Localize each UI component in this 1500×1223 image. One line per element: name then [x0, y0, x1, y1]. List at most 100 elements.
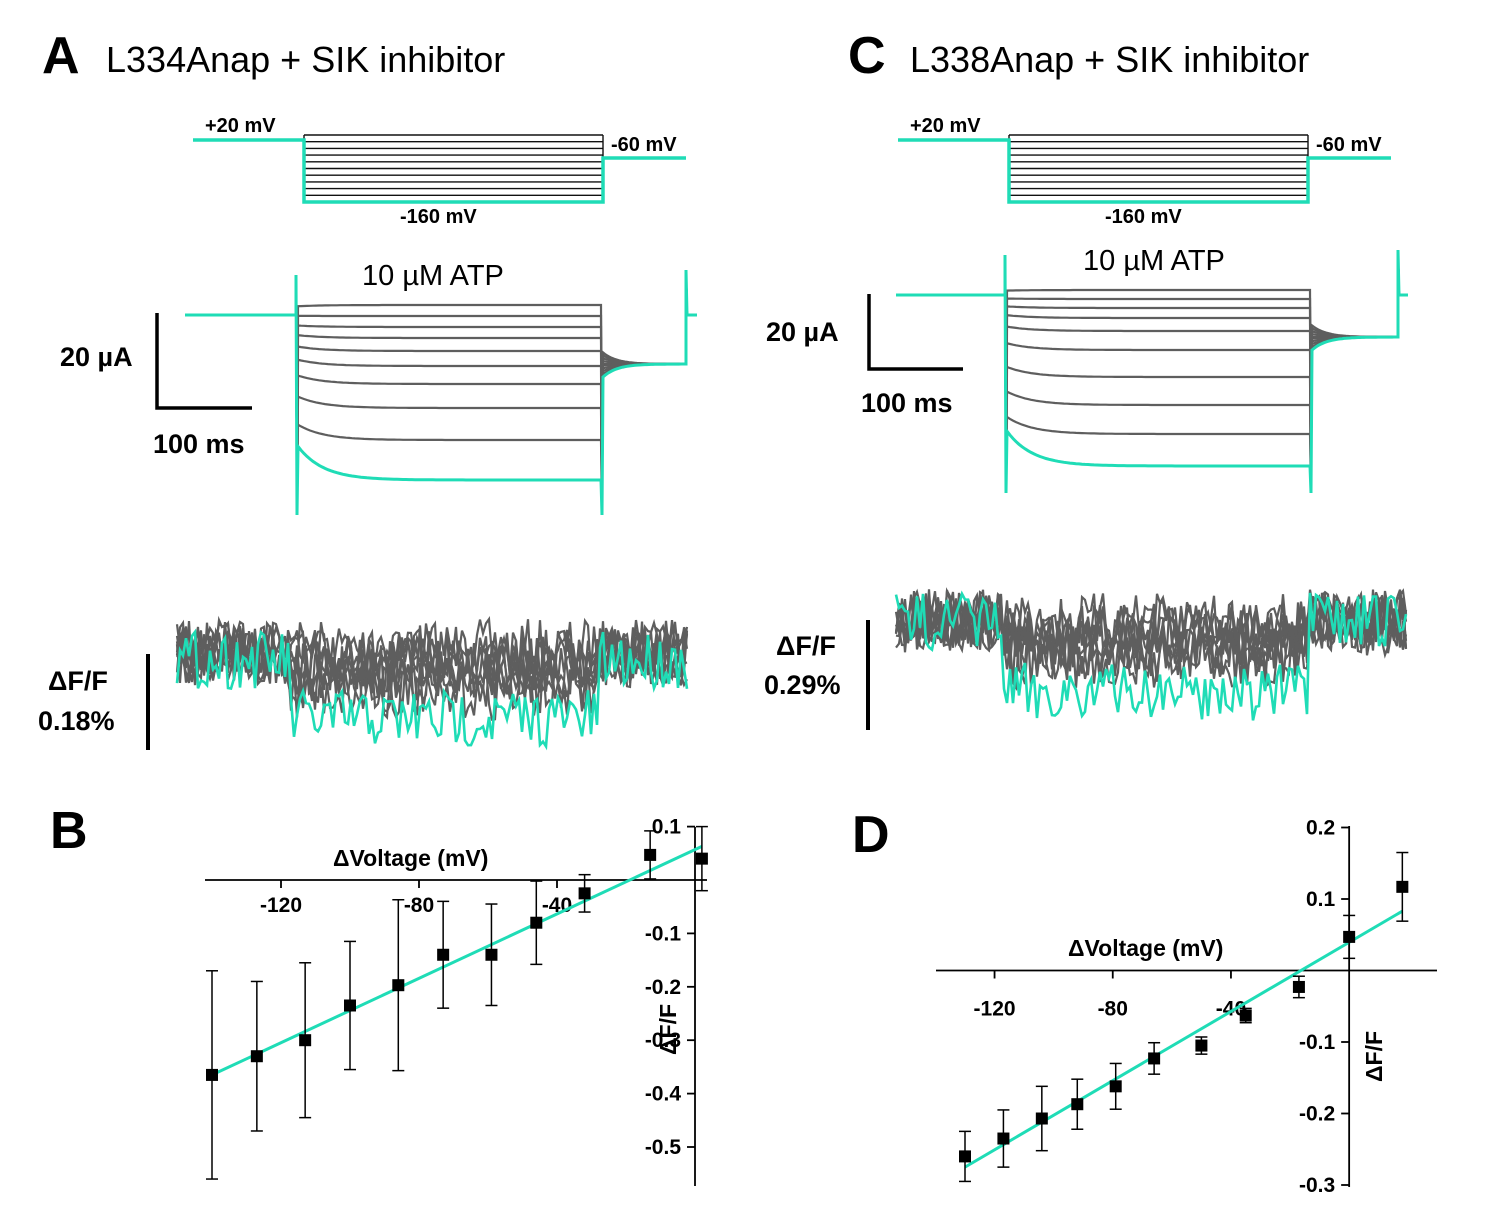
- panel-a-protocol: +20 mV -60 mV -160 mV: [193, 115, 686, 228]
- current-trace: [185, 269, 697, 516]
- current-trace: [185, 269, 697, 516]
- data-point: [1396, 880, 1409, 893]
- panel-a-title: L334Anap + SIK inhibitor: [106, 39, 505, 80]
- current-trace: [896, 249, 1408, 494]
- panel-a-current-traces: 10 µM ATP 20 µA 100 ms: [60, 260, 697, 516]
- panel-c-hold-label: +20 mV: [910, 115, 981, 137]
- panel-a-current-scalebar: [155, 313, 252, 410]
- current-trace: [896, 249, 1408, 494]
- panel-c-current-traces: 10 µM ATP 20 µA 100 ms: [766, 245, 1408, 494]
- y-tick-label: -0.3: [645, 1029, 681, 1052]
- x-tick-label: -80: [1098, 998, 1128, 1021]
- y-tick-label: -0.4: [645, 1083, 682, 1106]
- panel-c-bottom-label: -160 mV: [1105, 206, 1182, 228]
- panel-b-ylabel: ΔF/F: [655, 1004, 681, 1055]
- data-point: [1109, 1080, 1122, 1093]
- panel-a-fluor-traces: [175, 615, 689, 751]
- panel-a-scale-y-label: 20 µA: [60, 342, 133, 372]
- panel-c-atp-label: 10 µM ATP: [1083, 245, 1225, 277]
- fluor-trace: [175, 618, 689, 703]
- current-trace: [185, 269, 697, 516]
- data-point: [437, 948, 450, 961]
- panel-a-protocol-highlight: [193, 138, 686, 204]
- data-point: [344, 999, 356, 1012]
- panel-a-atp-label: 10 µM ATP: [362, 260, 504, 292]
- data-point: [1292, 980, 1305, 993]
- y-tick-label: -0.1: [645, 922, 682, 945]
- y-tick-label: -0.1: [1299, 1031, 1336, 1054]
- current-trace: [896, 249, 1408, 494]
- panel-c-current-family: [896, 249, 1408, 494]
- current-trace: [896, 249, 1408, 494]
- current-trace: [896, 249, 1408, 494]
- data-point: [206, 1068, 218, 1081]
- current-trace: [185, 269, 697, 516]
- y-tick-label: -0.3: [1299, 1174, 1335, 1197]
- y-tick-label: 0.1: [652, 816, 682, 839]
- current-trace: [185, 269, 697, 516]
- panel-c-current-scalebar: [867, 294, 963, 371]
- panel-a-hold-label: +20 mV: [205, 115, 276, 137]
- panel-a-fluorescence: ΔF/F 0.18%: [38, 615, 689, 751]
- data-point: [997, 1132, 1010, 1145]
- data-point: [299, 1034, 312, 1047]
- data-point: [1195, 1039, 1208, 1052]
- current-trace: [896, 249, 1408, 494]
- x-tick-label: -120: [260, 894, 302, 917]
- current-trace: [896, 249, 1408, 494]
- panel-d-xlabel: ΔVoltage (mV): [1068, 935, 1223, 961]
- data-point: [959, 1150, 971, 1163]
- data-point: [1071, 1098, 1084, 1111]
- x-tick-label: -80: [404, 894, 434, 917]
- data-point: [485, 948, 498, 961]
- panel-c-fluorescence: ΔF/F 0.29%: [764, 587, 1408, 730]
- current-trace-highlight: [896, 249, 1408, 494]
- current-trace-highlight: [185, 269, 697, 516]
- current-trace: [185, 269, 697, 516]
- panel-c-tail-label: -60 mV: [1316, 134, 1382, 156]
- panel-b-label: B: [50, 802, 88, 860]
- panel-c-protocol-highlight: [898, 138, 1391, 204]
- y-tick-label: 0.1: [1306, 888, 1336, 911]
- panel-c-title: L338Anap + SIK inhibitor: [910, 39, 1309, 80]
- panel-a-tail-label: -60 mV: [611, 134, 677, 156]
- data-point: [695, 852, 708, 865]
- panel-d-chart: ΔVoltage (mV) ΔF/F -120 -80 -400.20.1-0.1-…: [936, 817, 1437, 1197]
- fit-line: [211, 844, 703, 1077]
- panel-a-fluor-label-2: 0.18%: [38, 706, 115, 736]
- panel-c-fluor-label-2: 0.29%: [764, 670, 841, 700]
- panel-d-label: D: [852, 806, 890, 864]
- panel-a-label: A: [42, 27, 80, 85]
- data-point: [392, 979, 405, 992]
- data-point: [1148, 1052, 1161, 1065]
- panel-d-ylabel: ΔF/F: [1361, 1031, 1387, 1082]
- y-tick-label: 0.2: [1306, 817, 1335, 840]
- fluor-trace-highlight: [175, 628, 689, 751]
- panel-c-scale-x-label: 100 ms: [861, 388, 953, 418]
- panel-c-fluor-label-1: ΔF/F: [776, 631, 836, 661]
- current-trace: [185, 269, 697, 516]
- data-point: [644, 848, 657, 861]
- panel-c-label: C: [848, 27, 886, 85]
- panel-c-scale-y-label: 20 µA: [766, 317, 839, 347]
- data-point: [250, 1050, 263, 1063]
- panel-a-scale-x-label: 100 ms: [153, 429, 245, 459]
- y-tick-label: -0.2: [1299, 1103, 1335, 1126]
- y-tick-label: -0.2: [645, 976, 681, 999]
- panel-b-chart: ΔVoltage (mV) ΔF/F -120 -80 -400.1-0.1-0.2…: [205, 816, 708, 1186]
- current-trace: [185, 269, 697, 516]
- current-trace: [896, 249, 1408, 494]
- data-point: [1343, 930, 1356, 943]
- data-point: [1035, 1112, 1048, 1125]
- panel-b-xlabel: ΔVoltage (mV): [333, 845, 488, 871]
- y-tick-label: -0.5: [645, 1136, 682, 1159]
- data-point: [530, 916, 543, 929]
- panel-c-protocol: +20 mV -60 mV -160 mV: [898, 115, 1391, 228]
- current-trace: [896, 249, 1408, 494]
- panel-a-bottom-label: -160 mV: [400, 206, 477, 228]
- current-trace: [185, 269, 697, 516]
- panel-a-current-family: [185, 269, 697, 516]
- x-tick-label: -120: [974, 998, 1016, 1021]
- data-point: [578, 887, 591, 900]
